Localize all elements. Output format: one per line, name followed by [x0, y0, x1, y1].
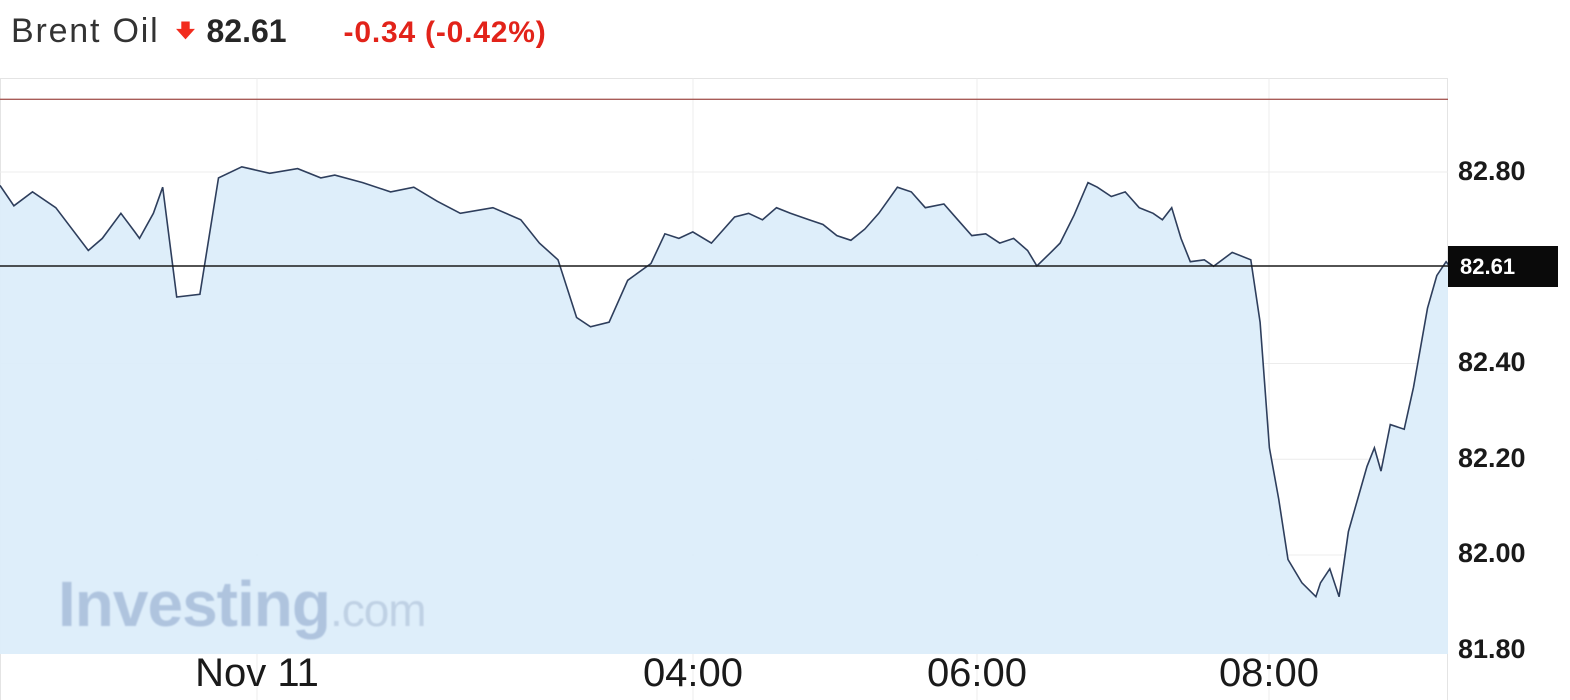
- svg-text:82.80: 82.80: [1458, 156, 1526, 186]
- svg-text:06:00: 06:00: [927, 651, 1027, 695]
- svg-text:82.20: 82.20: [1458, 443, 1526, 473]
- svg-text:82.40: 82.40: [1458, 347, 1526, 377]
- svg-text:Nov 11: Nov 11: [195, 651, 319, 695]
- svg-text:04:00: 04:00: [643, 651, 743, 695]
- svg-text:81.80: 81.80: [1458, 634, 1526, 664]
- svg-text:82.61: 82.61: [1460, 254, 1515, 279]
- svg-text:08:00: 08:00: [1219, 651, 1319, 695]
- svg-text:82.00: 82.00: [1458, 538, 1526, 568]
